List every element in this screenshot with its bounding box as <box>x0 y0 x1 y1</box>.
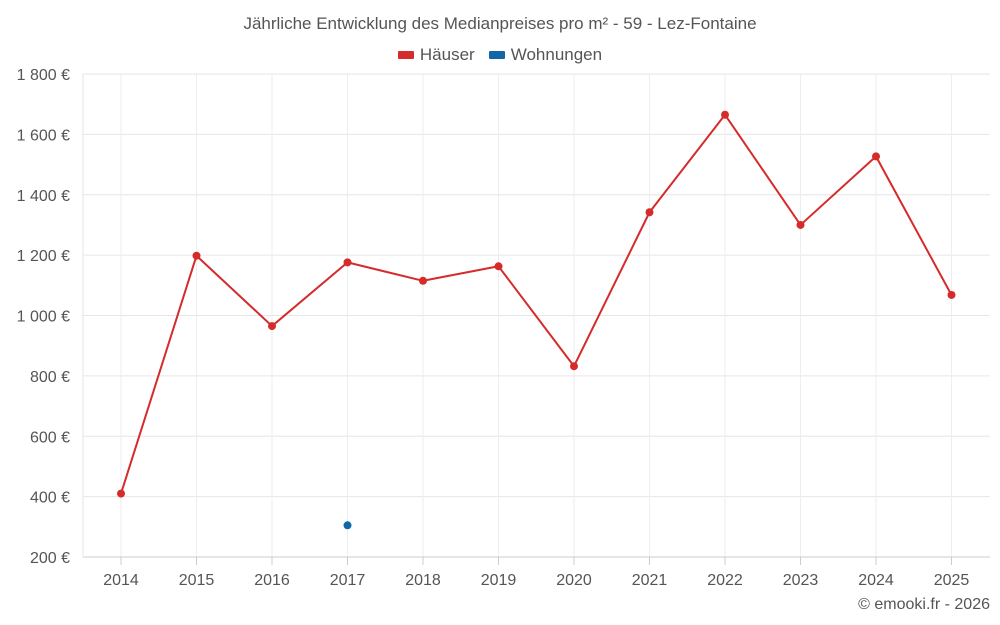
data-point-haeuser[interactable] <box>872 152 880 161</box>
data-point-haeuser[interactable] <box>419 276 427 285</box>
data-point-haeuser[interactable] <box>721 110 729 119</box>
data-point-haeuser[interactable] <box>947 290 956 299</box>
legend-swatch-wohnungen <box>488 51 505 59</box>
y-tick-label: 1 000 € <box>17 309 70 326</box>
y-tick-label: 1 800 € <box>17 67 70 84</box>
y-tick-label: 400 € <box>30 490 70 507</box>
legend: Häuser Wohnungen <box>0 45 1000 65</box>
chart-title: Jährliche Entwicklung des Medianpreises … <box>243 14 757 33</box>
x-tick-label: 2018 <box>405 572 441 589</box>
x-tick-label: 2020 <box>556 572 592 589</box>
x-tick-label: 2023 <box>783 572 819 589</box>
x-tick-label: 2016 <box>254 572 290 589</box>
x-tick-label: 2024 <box>858 572 894 589</box>
data-point-haeuser[interactable] <box>192 251 201 260</box>
data-point-haeuser[interactable] <box>343 258 352 267</box>
y-tick-label: 800 € <box>30 369 70 386</box>
legend-swatch-haeuser <box>397 51 414 59</box>
data-point-wohnungen[interactable] <box>343 521 352 530</box>
x-tick-label: 2025 <box>934 572 970 589</box>
y-tick-label: 1 400 € <box>17 188 70 205</box>
series-line-haeuser <box>120 113 953 494</box>
y-tick-label: 600 € <box>30 429 70 446</box>
legend-item-haeuser[interactable]: Häuser <box>397 45 475 65</box>
x-tick-label: 2014 <box>103 572 139 589</box>
data-point-haeuser[interactable] <box>117 489 125 498</box>
data-point-haeuser[interactable] <box>570 362 578 371</box>
y-tick-label: 1 600 € <box>17 127 70 144</box>
y-tick-label: 200 € <box>30 550 70 567</box>
data-point-haeuser[interactable] <box>268 322 276 331</box>
axis-layer: 200 € 400 € 600 € 800 € 1 000 € 1 200 € 1 400 … <box>17 67 990 589</box>
y-tick-label: 1 200 € <box>17 248 70 265</box>
legend-label-haeuser: Häuser <box>419 45 475 64</box>
x-tick-label: 2019 <box>481 572 517 589</box>
data-point-haeuser[interactable] <box>645 208 654 217</box>
x-tick-label: 2017 <box>330 572 366 589</box>
credit-text: © emooki.fr - 2026 <box>858 596 990 613</box>
x-tick-label: 2015 <box>179 572 215 589</box>
x-tick-label: 2022 <box>707 572 743 589</box>
x-tick-label: 2021 <box>632 572 668 589</box>
series-layer <box>117 110 956 530</box>
data-point-haeuser[interactable] <box>796 220 805 229</box>
data-point-haeuser[interactable] <box>494 262 503 271</box>
legend-item-wohnungen[interactable]: Wohnungen <box>488 45 603 65</box>
legend-label-wohnungen: Wohnungen <box>510 45 603 64</box>
